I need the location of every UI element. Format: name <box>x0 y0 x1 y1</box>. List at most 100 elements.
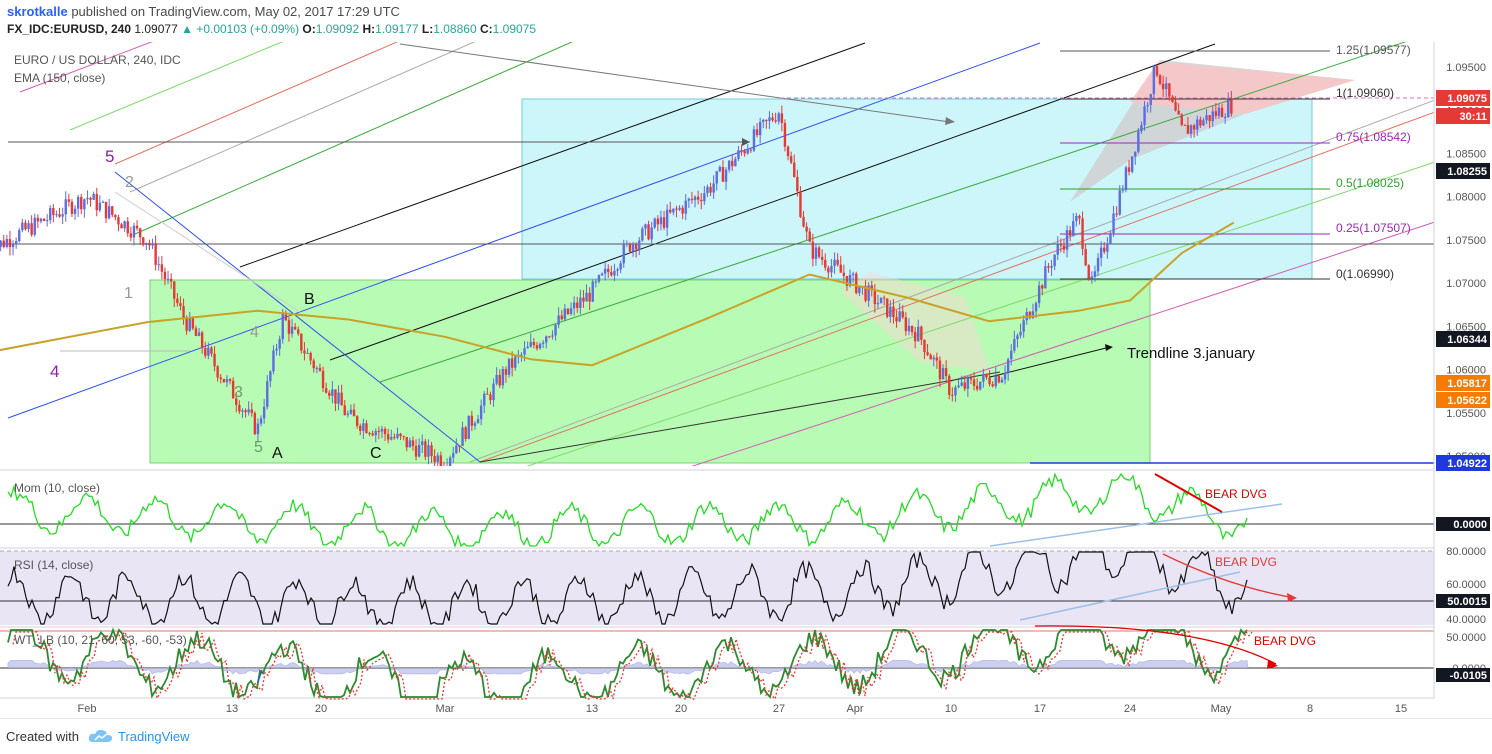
ema-line[interactable] <box>0 221 1235 367</box>
candle-body <box>752 129 756 151</box>
candle-body <box>1059 244 1063 246</box>
candle-body <box>297 329 300 334</box>
candle-body <box>1041 285 1044 289</box>
main-pane[interactable]: 1.25(1.09577) 1(1.09060) 0.75(1.08542) 0… <box>0 42 1435 475</box>
candle-body <box>1093 271 1097 277</box>
candle-body <box>132 225 136 238</box>
candle-body <box>210 347 213 354</box>
candle-body <box>681 207 684 214</box>
chart-canvas[interactable]: 1.25(1.09577) 1(1.09060) 0.75(1.08542) 0… <box>0 42 1492 718</box>
candle-body <box>1227 99 1230 118</box>
candle-body <box>830 266 833 273</box>
momentum-divergence-line[interactable] <box>1154 473 1223 513</box>
momentum-pane[interactable]: BEAR DVG Mom (10, close) <box>0 472 1434 549</box>
candle-body <box>244 410 247 413</box>
rsi-tick: 40.0000 <box>1446 614 1486 626</box>
candle-body <box>275 348 278 351</box>
rsi-trendline[interactable] <box>1019 571 1241 621</box>
fib-levels[interactable] <box>1060 50 1330 280</box>
wt-signal-line[interactable] <box>12 630 1253 701</box>
candle-body <box>1078 215 1081 219</box>
candle-body <box>734 159 737 167</box>
candle-body <box>650 227 653 240</box>
candle-body <box>786 146 790 157</box>
candle-body <box>591 281 594 302</box>
wt-histogram[interactable] <box>7 659 1249 675</box>
candle-body <box>941 368 945 380</box>
candle-body <box>594 281 598 283</box>
candle-body <box>895 317 898 322</box>
candle-body <box>988 377 991 385</box>
candle-body <box>1112 213 1115 234</box>
candle-body <box>216 366 219 378</box>
rsi-line[interactable] <box>7 550 1248 626</box>
candle-body <box>1050 266 1053 268</box>
price-badge-text: 1.08255 <box>1447 166 1487 178</box>
candle-body <box>300 333 303 351</box>
candle-body <box>312 360 315 369</box>
wt-line[interactable] <box>7 627 1248 699</box>
momentum-line[interactable] <box>7 472 1248 549</box>
candle-body <box>33 217 36 235</box>
rsi-divergence-curve[interactable] <box>1162 553 1296 599</box>
candle-body <box>1137 131 1140 152</box>
candle-body <box>929 354 932 360</box>
candle-body <box>715 171 718 184</box>
fib-label-1.25: 1.25(1.09577) <box>1336 43 1411 57</box>
candle-body <box>607 268 610 273</box>
candle-body <box>1099 247 1103 258</box>
candle-body <box>281 313 284 340</box>
candle-body <box>783 122 787 147</box>
candle-body <box>975 385 979 390</box>
author-link[interactable]: skrotkalle <box>7 4 68 19</box>
candle-body <box>92 193 95 200</box>
candle-body <box>1161 83 1165 90</box>
rsi-pane[interactable]: BEAR DVG RSI (14, close) <box>0 550 1434 626</box>
candle-body <box>272 350 275 372</box>
time-axis[interactable]: Feb 13 20 Mar 13 20 27 Apr 10 17 24 May 8 15 <box>78 703 1408 715</box>
price-tick: 1.07500 <box>1446 235 1486 247</box>
footer-brand-link[interactable]: TradingView <box>118 729 190 744</box>
candle-body <box>1211 111 1214 122</box>
last-price: 1.09077 <box>134 22 178 36</box>
candle-body <box>207 347 210 356</box>
candle-body <box>443 466 445 467</box>
candle-body <box>684 200 687 214</box>
candle-body <box>498 374 501 386</box>
candle-body <box>1044 266 1047 289</box>
publish-info: skrotkalle published on TradingView.com,… <box>7 4 400 19</box>
candle-body <box>1168 83 1171 97</box>
high-value: 1.09177 <box>375 22 419 36</box>
red-triangle[interactable] <box>1130 62 1355 114</box>
candle-body <box>910 325 914 332</box>
pitchfork-lines[interactable] <box>7 42 1435 472</box>
price-tick: 1.06000 <box>1446 365 1486 377</box>
price-candles[interactable] <box>0 64 1233 475</box>
candle-body <box>129 233 133 238</box>
candle-body <box>597 275 601 282</box>
candle-body <box>2 240 5 247</box>
candle-body <box>1115 213 1118 215</box>
candle-body <box>855 273 858 294</box>
candle-body <box>1230 99 1233 114</box>
candle-body <box>362 423 365 431</box>
candle-body <box>780 113 784 123</box>
wt-pane[interactable]: BEAR DVG WT_LB (10, 21, 60, 53, -60, -53… <box>0 625 1434 701</box>
wave-label: C <box>370 445 382 462</box>
wave-label: 4 <box>250 324 259 341</box>
candle-body <box>427 445 430 457</box>
wt-divergence-curve[interactable] <box>1034 625 1277 665</box>
candle-body <box>61 214 64 217</box>
candle-body <box>969 377 973 380</box>
candle-body <box>241 410 244 412</box>
wave-label: A <box>272 445 283 462</box>
candle-body <box>510 358 514 368</box>
candle-body <box>145 242 148 245</box>
candle-body <box>269 371 272 382</box>
time-tick: 13 <box>226 703 238 715</box>
candle-body <box>585 292 588 302</box>
candle-body <box>802 216 805 227</box>
candle-body <box>340 392 343 406</box>
momentum-trendline[interactable] <box>989 503 1283 547</box>
candle-body <box>1130 156 1134 172</box>
